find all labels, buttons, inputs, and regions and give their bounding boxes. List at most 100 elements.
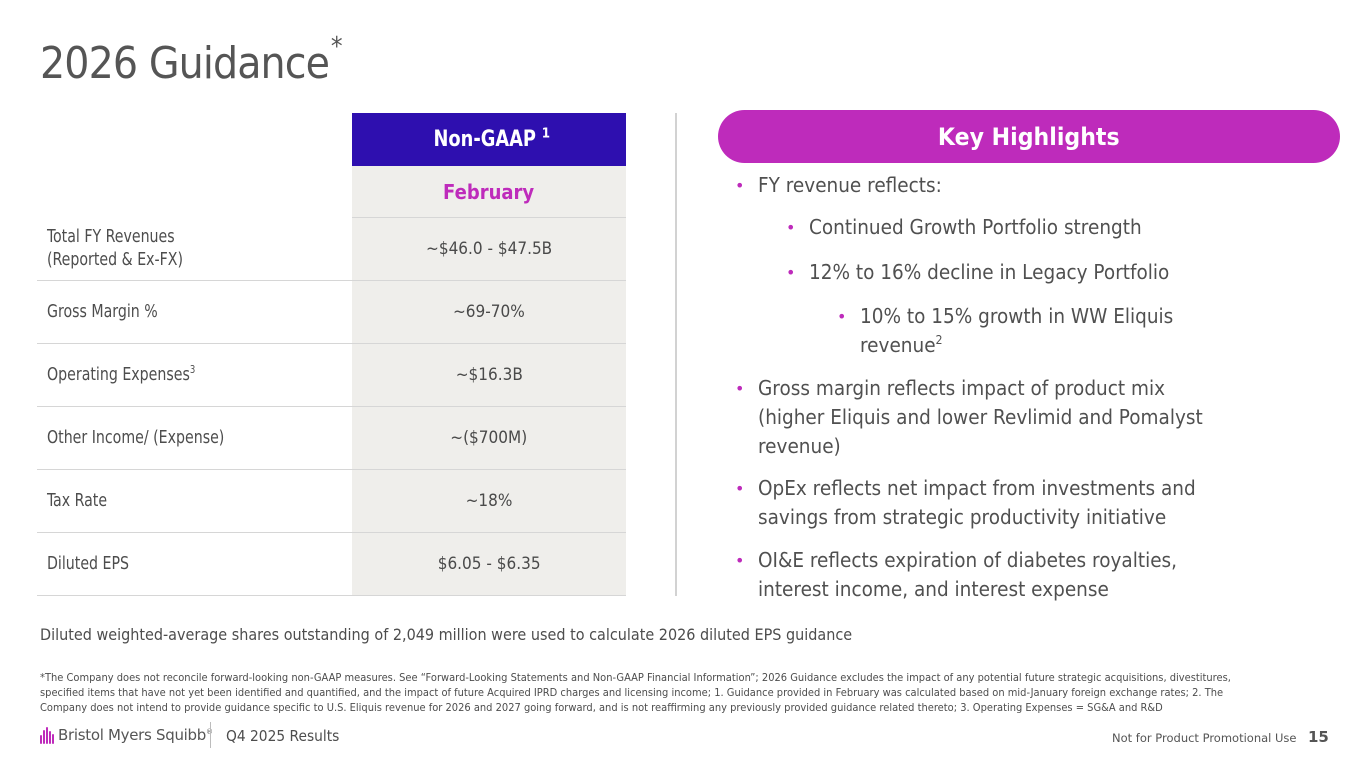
highlight-bullet: • 12% to 16% decline in Legacy Portfolio <box>786 258 1209 287</box>
promo-disclaimer: Not for Product Promotional Use <box>1112 731 1297 745</box>
row-value-text: ~$16.3B <box>455 365 523 385</box>
bullet-text: 10% to 15% growth in WW Eliquis revenue2 <box>860 302 1173 360</box>
row-label: Total FY Revenues (Reported & Ex-FX) <box>37 218 352 280</box>
key-highlights-header: Key Highlights <box>718 110 1340 163</box>
footnote-line: Company does not intend to provide guida… <box>40 701 1163 714</box>
bullet-text: OpEx reflects net impact from investment… <box>758 474 1196 532</box>
row-label-text: Gross Margin % <box>47 301 158 324</box>
bullet-icon: • <box>735 379 745 398</box>
row-label-line: Tax Rate <box>47 490 108 511</box>
bullet-icon: • <box>786 218 796 237</box>
bullet-line: Continued Growth Portfolio strength <box>809 215 1142 239</box>
highlight-bullet: • Gross margin reflects impact of product… <box>735 374 1252 461</box>
bullet-line: 10% to 15% growth in WW Eliquis <box>860 304 1174 328</box>
bullet-text: Gross margin reflects impact of product … <box>758 374 1203 461</box>
bullet-line: OpEx reflects net impact from investment… <box>758 476 1196 500</box>
row-value-text: ~18% <box>465 491 513 511</box>
bullet-icon: • <box>735 176 745 195</box>
row-label-line: Gross Margin % <box>47 301 158 322</box>
row-label: Operating Expenses3 <box>37 344 352 406</box>
bullet-line: revenue <box>860 333 936 357</box>
row-label-text: Diluted EPS <box>47 553 129 576</box>
table-row: Diluted EPS $6.05 - $6.35 <box>37 533 626 596</box>
brand-name-text: Bristol Myers Squibb <box>58 726 206 744</box>
bullet-icon: • <box>786 263 796 282</box>
guidance-table: Non-GAAP 1 February Total FY Revenues (Rep… <box>37 113 626 596</box>
footnote-ref: 2 <box>935 333 943 348</box>
bullet-line: revenue) <box>758 434 841 458</box>
bullet-line: interest income, and interest expense <box>758 577 1109 601</box>
row-value: ~$16.3B <box>352 344 626 406</box>
vertical-divider <box>675 113 677 596</box>
row-label-text: Other Income/ (Expense) <box>47 427 224 450</box>
page-title-text: 2026 Guidance <box>40 38 330 89</box>
row-label: Other Income/ (Expense) <box>37 407 352 469</box>
bullet-text: Continued Growth Portfolio strength <box>809 213 1142 242</box>
row-value: ~69-70% <box>352 281 626 343</box>
bullet-line: OI&E reflects expiration of diabetes roy… <box>758 548 1178 572</box>
bullet-line: FY revenue reflects: <box>758 173 942 197</box>
row-label: Tax Rate <box>37 470 352 532</box>
row-label: Gross Margin % <box>37 281 352 343</box>
table-row: Tax Rate ~18% <box>37 470 626 533</box>
footnote-ref: 1 <box>541 126 551 142</box>
bullet-text: OI&E reflects expiration of diabetes roy… <box>758 546 1177 604</box>
row-value: ~$46.0 - $47.5B <box>352 218 626 280</box>
footer-separator <box>210 722 211 748</box>
highlight-bullet: • Continued Growth Portfolio strength <box>786 213 1179 242</box>
eps-shares-note: Diluted weighted-average shares outstand… <box>40 625 942 644</box>
row-label-line: Other Income/ (Expense) <box>47 427 225 448</box>
row-label-text: Total FY Revenues (Reported & Ex-FX) <box>47 226 183 272</box>
bms-logo-mark-icon <box>40 724 54 746</box>
bullet-line: Gross margin reflects impact of product … <box>758 376 1166 400</box>
bullet-line: 12% to 16% decline in Legacy Portfolio <box>809 260 1170 284</box>
row-value: ~18% <box>352 470 626 532</box>
table-row: Other Income/ (Expense) ~($700M) <box>37 407 626 470</box>
table-row: Gross Margin % ~69-70% <box>37 281 626 344</box>
highlight-bullet: • OpEx reflects net impact from investmen… <box>735 474 1244 532</box>
bullet-line: (higher Eliquis and lower Revlimid and P… <box>758 405 1203 429</box>
footnote-line: *The Company does not reconcile forward-… <box>40 671 1231 684</box>
registered-mark: ® <box>206 728 213 736</box>
subheader-label: February <box>443 179 535 204</box>
highlight-bullet: • OI&E reflects expiration of diabetes ro… <box>735 546 1224 604</box>
row-label-line: Total FY Revenues <box>47 227 175 247</box>
bullet-icon: • <box>837 307 847 326</box>
page-title: 2026 Guidance* <box>40 32 343 89</box>
table-row: Total FY Revenues (Reported & Ex-FX) ~$46.… <box>37 218 626 281</box>
deck-name: Q4 2025 Results <box>226 727 349 745</box>
bullet-text: 12% to 16% decline in Legacy Portfolio <box>809 258 1169 287</box>
bullet-line: savings from strategic productivity init… <box>758 505 1167 529</box>
table-subheader-empty <box>37 166 352 218</box>
key-highlights-title: Key Highlights <box>938 122 1120 151</box>
row-label-text: Operating Expenses3 <box>47 364 195 387</box>
deck-name-text: Q4 2025 Results <box>226 727 340 745</box>
table-header-non-gaap: Non-GAAP 1 <box>352 113 626 166</box>
row-label-line: (Reported & Ex-FX) <box>47 250 184 270</box>
eps-shares-note-text: Diluted weighted-average shares outstand… <box>40 625 853 644</box>
row-value-text: ~$46.0 - $47.5B <box>425 239 553 259</box>
row-value: ~($700M) <box>352 407 626 469</box>
table-row: Operating Expenses3 ~$16.3B <box>37 344 626 407</box>
disclaimer-footnote: *The Company does not reconcile forward-… <box>40 670 1300 715</box>
bullet-text: FY revenue reflects: <box>758 171 942 200</box>
row-value-text: $6.05 - $6.35 <box>437 554 541 574</box>
header-label: Non-GAAP <box>433 127 537 152</box>
brand-name: Bristol Myers Squibb® <box>58 726 213 744</box>
bms-logo: Bristol Myers Squibb® <box>40 724 213 746</box>
table-subheader-february: February <box>352 166 626 218</box>
row-value-text: ~69-70% <box>453 302 525 322</box>
highlight-bullet: • 10% to 15% growth in WW Eliquis revenue2 <box>837 302 1208 360</box>
row-label-line: Diluted EPS <box>47 553 130 574</box>
table-header-empty <box>37 113 352 166</box>
bullet-icon: • <box>735 551 745 570</box>
row-value-text: ~($700M) <box>450 428 528 448</box>
footnote-ref: 3 <box>189 363 196 376</box>
bullet-icon: • <box>735 479 745 498</box>
page-number: 15 <box>1308 728 1329 746</box>
table-header-row: Non-GAAP 1 <box>37 113 626 166</box>
highlight-bullet: • FY revenue reflects: <box>735 171 962 200</box>
table-subheader-row: February <box>37 166 626 218</box>
row-label-text: Tax Rate <box>47 490 107 513</box>
row-label: Diluted EPS <box>37 533 352 595</box>
